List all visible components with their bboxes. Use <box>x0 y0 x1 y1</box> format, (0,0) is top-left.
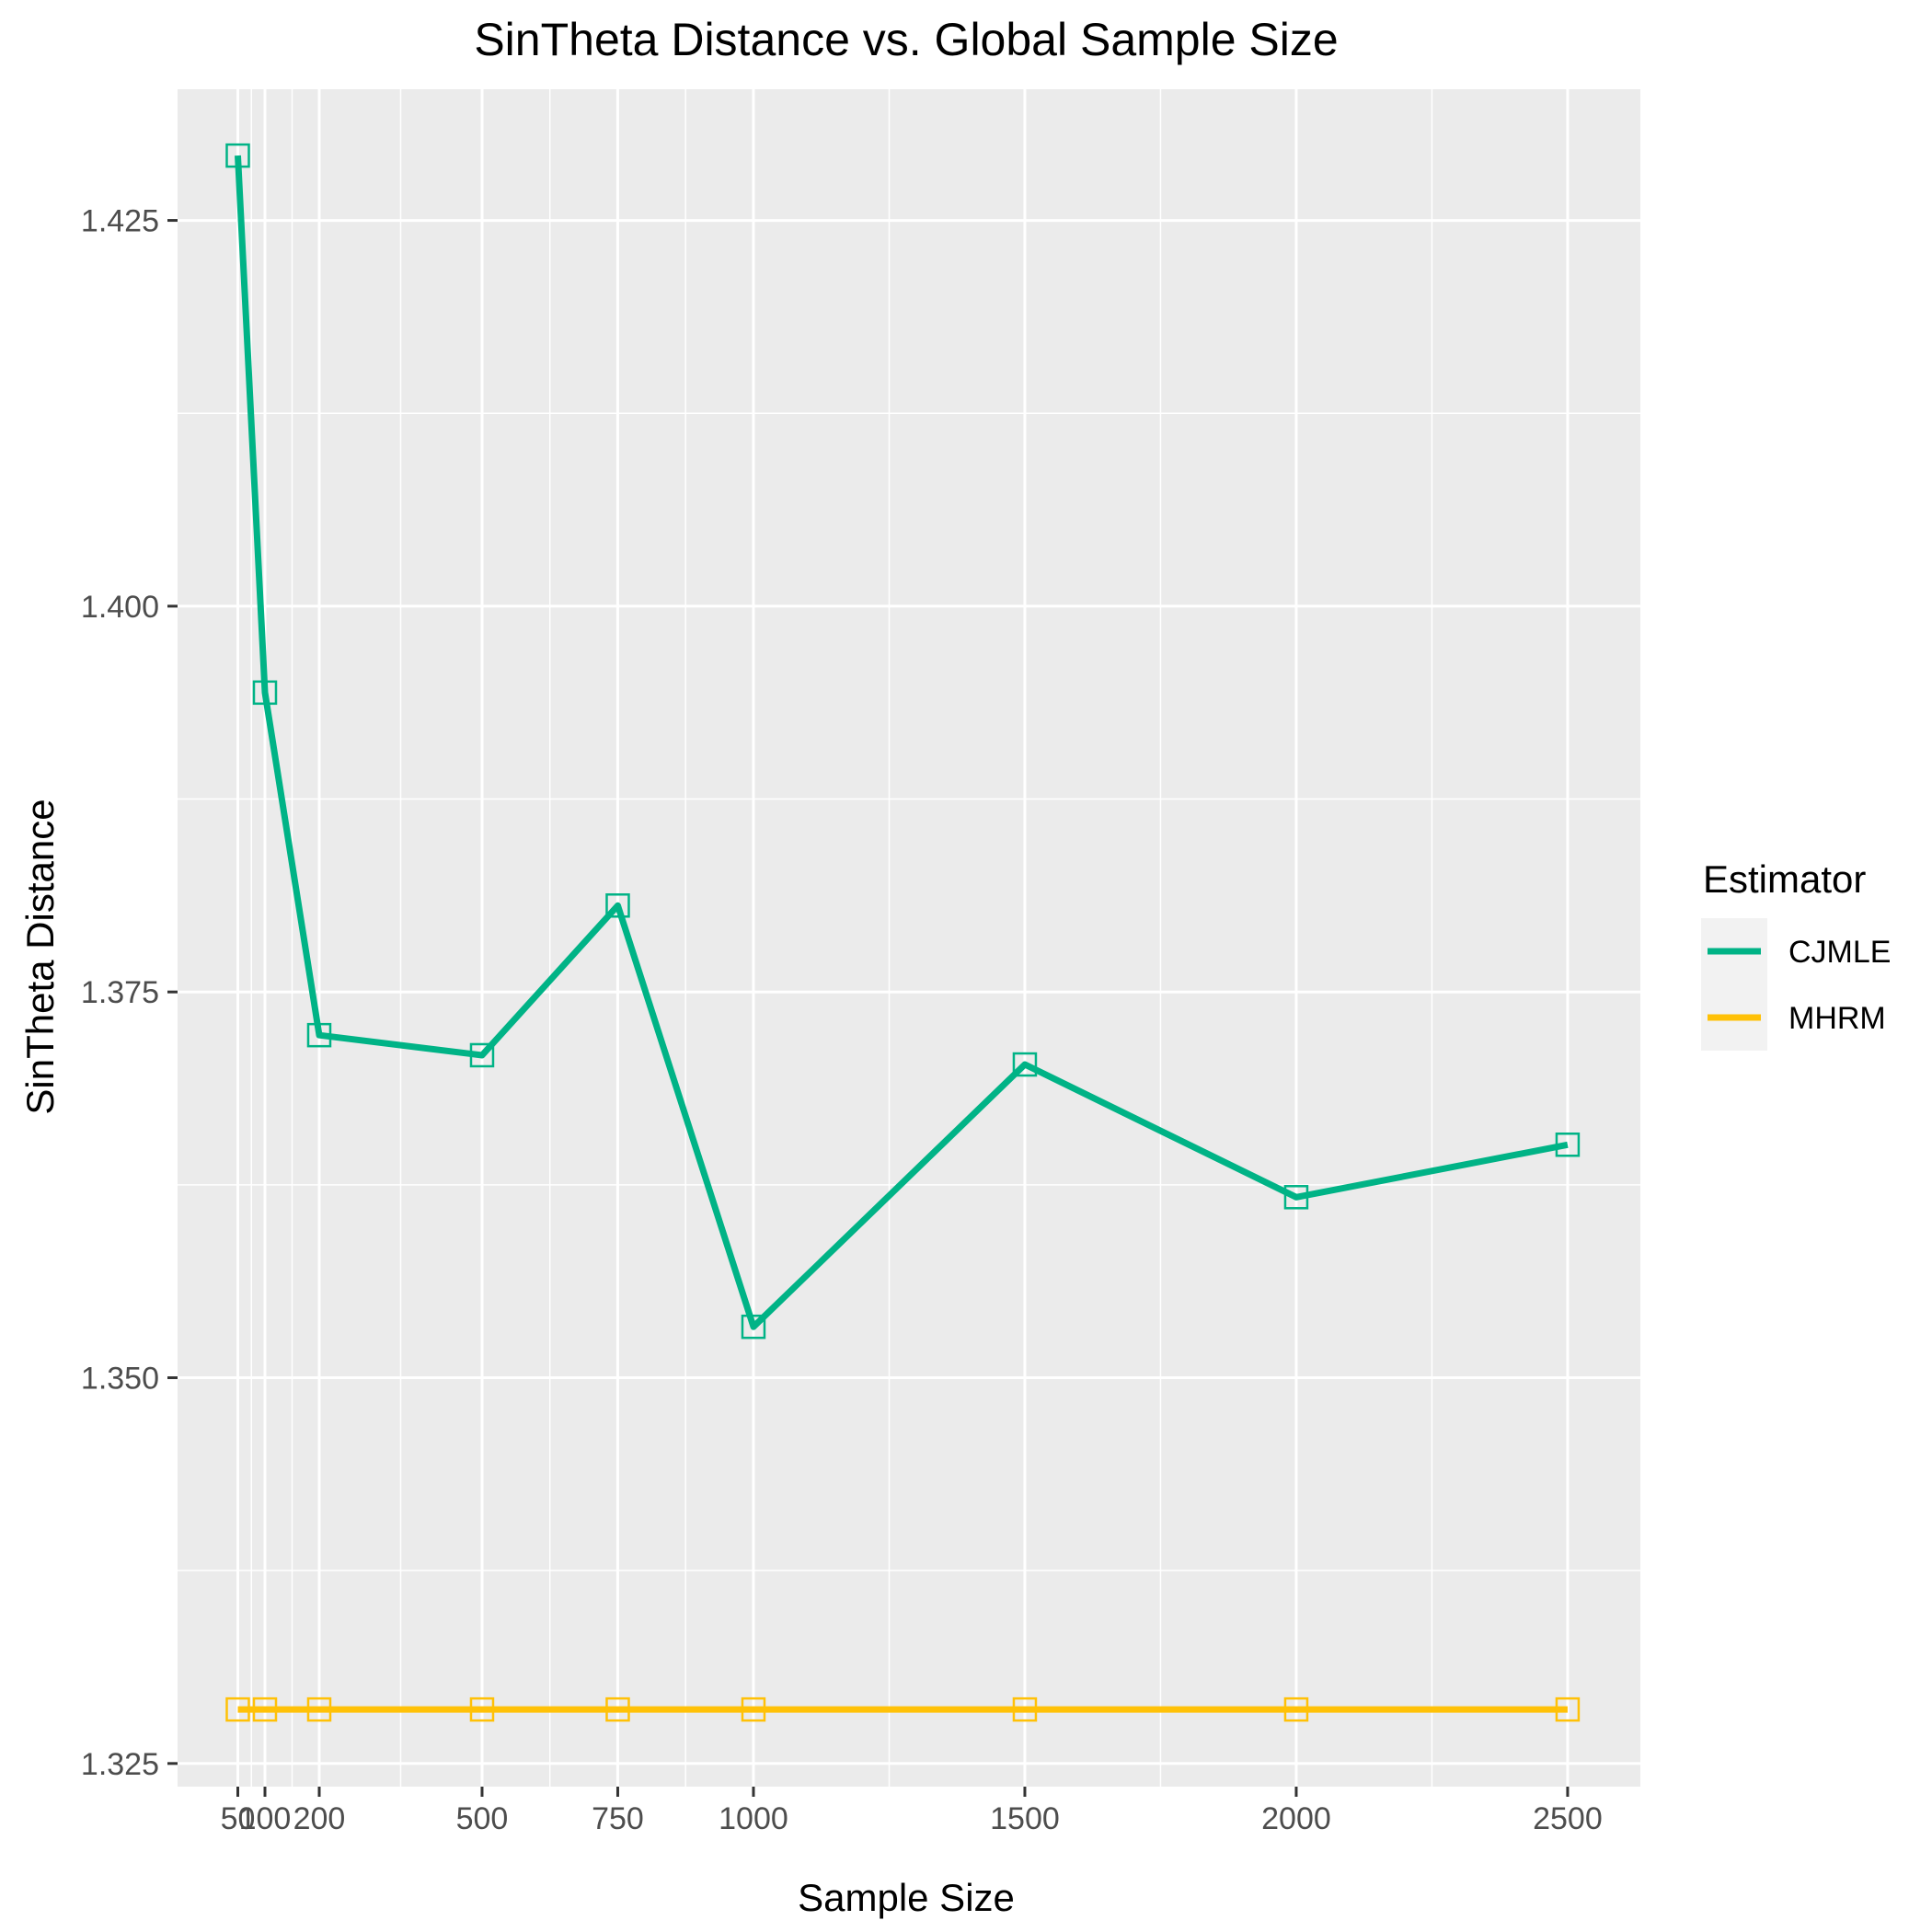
y-axis-title: SinTheta Distance <box>18 799 62 1114</box>
legend-item-cjmle: CJMLE <box>1708 935 1891 970</box>
legend-key-background <box>1701 918 1767 1051</box>
data-point-cjmle <box>252 680 278 706</box>
data-point-cjmle <box>605 893 630 918</box>
axis-ticks <box>167 219 1570 1797</box>
legend-items: CJMLE MHRM <box>1708 935 1891 1036</box>
chart-title: SinTheta Distance vs. Global Sample Size <box>474 14 1338 65</box>
y-tick-label: 1.350 <box>81 1362 159 1397</box>
x-axis-title: Sample Size <box>798 1876 1015 1919</box>
data-point-mhrm <box>225 1696 250 1722</box>
x-tick-label: 200 <box>293 1801 346 1836</box>
data-point-mhrm <box>1012 1696 1038 1722</box>
data-point-mhrm <box>469 1696 495 1722</box>
minor-gridlines <box>178 89 1640 1787</box>
x-tick-label: 2500 <box>1533 1801 1603 1836</box>
legend-item-mhrm: MHRM <box>1708 1001 1886 1036</box>
x-tick-label: 750 <box>592 1801 644 1836</box>
data-point-cjmle <box>1555 1133 1581 1157</box>
data-point-cjmle <box>1012 1052 1038 1077</box>
x-tick-label: 50 <box>221 1801 256 1836</box>
data-point-mhrm <box>605 1696 630 1722</box>
data-point-mhrm <box>252 1696 278 1722</box>
y-tick-label: 1.425 <box>81 204 159 239</box>
x-tick-label: 100 <box>239 1801 292 1836</box>
data-point-mhrm <box>1555 1696 1581 1722</box>
series-line-cjmle <box>235 155 1569 1330</box>
y-tick-label: 1.325 <box>81 1747 159 1782</box>
data-series <box>225 143 1581 1722</box>
legend: Estimator CJMLE MHRM <box>1701 857 1891 1051</box>
data-point-cjmle <box>225 143 250 168</box>
legend-label: CJMLE <box>1788 935 1891 970</box>
x-tick-label: 1500 <box>990 1801 1060 1836</box>
y-tick-label: 1.375 <box>81 975 159 1010</box>
y-tick-label: 1.400 <box>81 590 159 625</box>
data-point-cjmle <box>741 1314 766 1340</box>
x-tick-label: 1000 <box>719 1801 788 1836</box>
plot-panel <box>178 89 1640 1787</box>
y-axis-tick-labels: 1.325 1.350 1.375 1.400 1.425 <box>81 204 159 1782</box>
x-tick-label: 2000 <box>1261 1801 1331 1836</box>
legend-label: MHRM <box>1788 1001 1886 1036</box>
data-point-cjmle <box>1283 1185 1309 1210</box>
data-point-cjmle <box>306 1022 332 1048</box>
x-tick-label: 500 <box>456 1801 509 1836</box>
data-point-mhrm <box>741 1696 766 1722</box>
data-point-cjmle <box>469 1042 495 1068</box>
legend-title: Estimator <box>1703 857 1866 901</box>
data-point-mhrm <box>1283 1696 1309 1722</box>
data-point-mhrm <box>306 1696 332 1722</box>
major-gridlines <box>178 89 1640 1787</box>
